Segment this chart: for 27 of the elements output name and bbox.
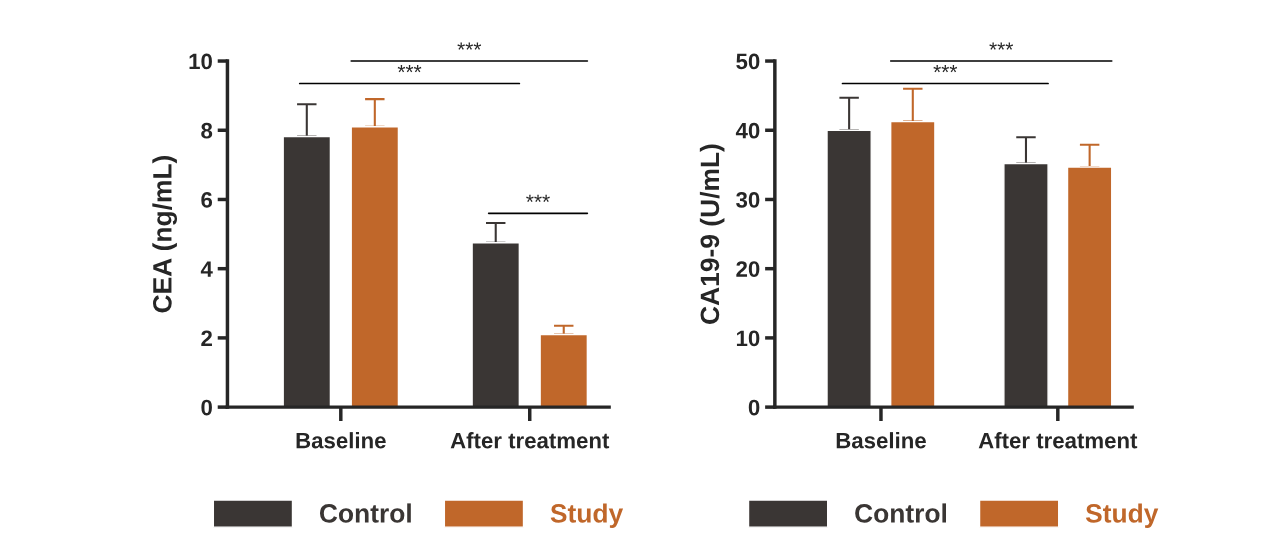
y-tick-label: 10 xyxy=(189,53,212,70)
y-tick-label: 4 xyxy=(200,261,213,277)
y-tick-label: 40 xyxy=(735,122,760,139)
y-tick-label: 30 xyxy=(736,192,760,208)
text: Control xyxy=(855,503,947,523)
y-tick-label: 2 xyxy=(201,330,212,346)
legend-label: Study xyxy=(550,503,624,528)
text: *** xyxy=(989,42,1014,50)
legend-label: Study xyxy=(1085,503,1159,528)
annotation: *** xyxy=(933,64,958,73)
x-tick-label: Baseline xyxy=(836,432,926,449)
annotation: *** xyxy=(526,194,550,202)
y-tick-label: 0 xyxy=(748,399,760,416)
y-tick-label: 6 xyxy=(201,192,213,208)
x-tick-label: After treatment xyxy=(450,432,610,449)
x-tick-label: After treatment xyxy=(978,432,1138,449)
x-tick-label: Baseline xyxy=(296,432,386,449)
y-axis-title: CEA (ng/mL) xyxy=(152,155,178,313)
y-axis-title: CA19-9 (U/mL) xyxy=(699,144,725,324)
legend-label: Control xyxy=(319,503,411,523)
y-tick-label: 50 xyxy=(736,53,760,70)
y-tick-label: 10 xyxy=(736,330,760,347)
y-tick-label: 20 xyxy=(736,261,760,277)
text: *** xyxy=(457,42,482,50)
y-tick-label: 0 xyxy=(201,399,212,416)
y-tick-label: 8 xyxy=(201,122,213,139)
annotation: *** xyxy=(397,64,422,73)
